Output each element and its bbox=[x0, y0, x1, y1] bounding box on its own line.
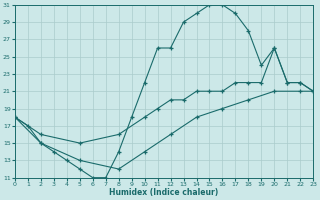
X-axis label: Humidex (Indice chaleur): Humidex (Indice chaleur) bbox=[109, 188, 219, 197]
